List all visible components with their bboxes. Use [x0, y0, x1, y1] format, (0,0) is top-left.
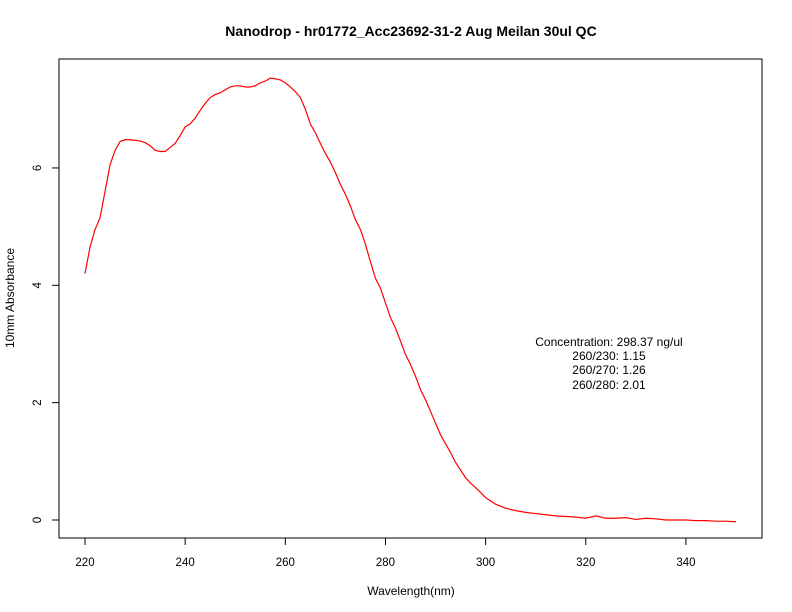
x-axis-label: Wavelength(nm) — [367, 584, 455, 598]
x-tick-label: 300 — [476, 557, 495, 569]
x-tick-label: 240 — [176, 557, 195, 569]
x-axis: 220 240 260 280 300 320 340 — [75, 537, 696, 569]
y-axis-label: 10mm Absorbance — [3, 248, 17, 348]
annotation-260-280: 260/280: 2.01 — [572, 378, 646, 392]
x-tick-label: 260 — [276, 557, 295, 569]
y-tick-label: 4 — [32, 282, 44, 289]
annotation-260-270: 260/270: 1.26 — [572, 363, 646, 377]
y-axis: 0 2 4 6 — [32, 165, 60, 523]
y-tick-label: 0 — [32, 517, 44, 523]
x-tick-label: 220 — [75, 557, 94, 569]
x-tick-label: 280 — [376, 557, 395, 569]
y-tick-label: 2 — [32, 399, 44, 405]
x-tick-label: 340 — [676, 557, 695, 569]
absorbance-series-line — [84, 77, 737, 523]
chart-title: Nanodrop - hr01772_Acc23692-31-2 Aug Mei… — [225, 23, 596, 39]
annotation-concentration: Concentration: 298.37 ng/ul — [535, 335, 682, 349]
y-tick-label: 6 — [32, 165, 44, 171]
x-tick-label: 320 — [576, 557, 595, 569]
annotation-260-230: 260/230: 1.15 — [572, 349, 646, 363]
plot-frame — [58, 58, 763, 539]
stats-annotation: Concentration: 298.37 ng/ul 260/230: 1.1… — [535, 335, 682, 392]
